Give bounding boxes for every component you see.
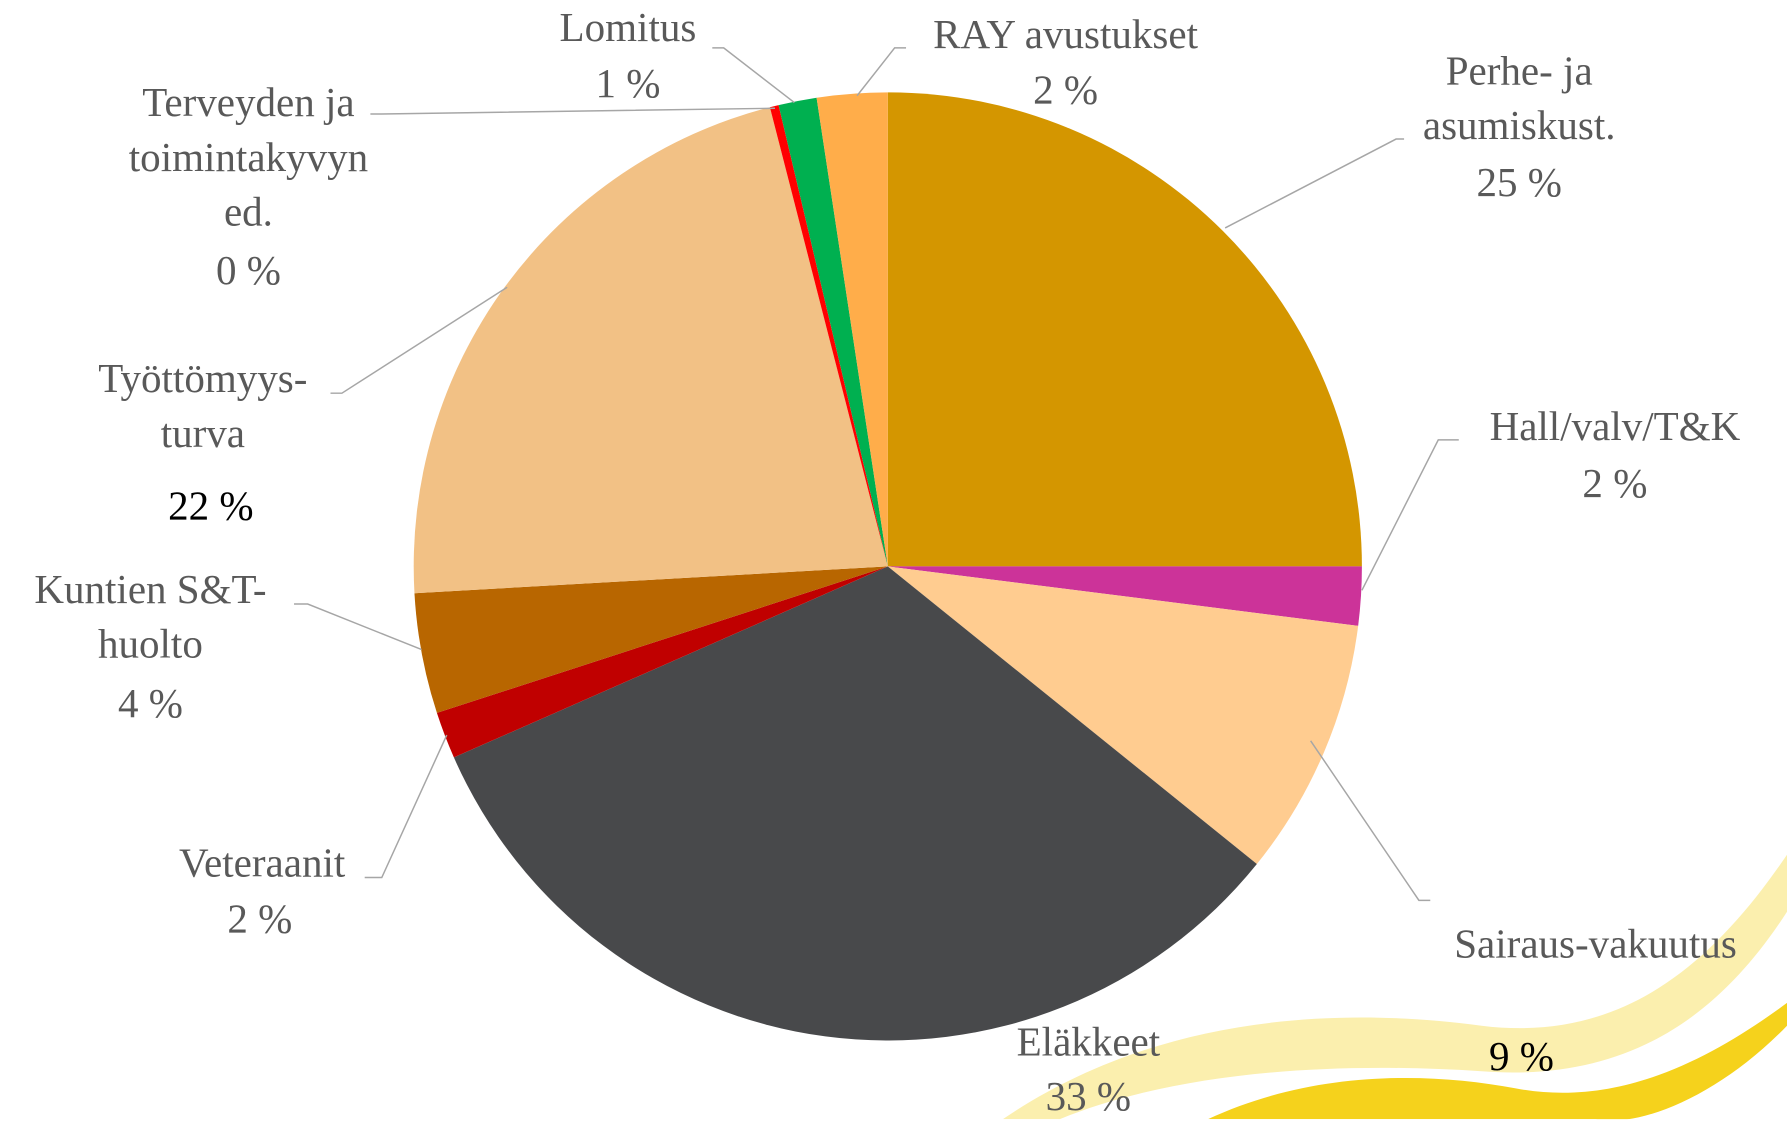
slice-label: Terveyden ja toimintakyvyn ed. [100, 75, 396, 239]
leader-line [712, 48, 794, 103]
leader-line [1362, 440, 1459, 590]
leader-line [365, 735, 447, 877]
value-label: 0 % [157, 243, 339, 298]
leader-line [1311, 741, 1431, 901]
value-label: 2 % [974, 63, 1156, 118]
slice-label: Kuntien S&T-huolto [8, 562, 293, 671]
value-label: 1 % [537, 56, 719, 111]
value-label: 9 % [1430, 1029, 1612, 1084]
value-label: 25 % [1428, 155, 1610, 210]
slice-label: Veteraanit [148, 835, 376, 890]
value-label: 33 % [997, 1069, 1179, 1124]
slice-label: Työttömyys-turva [77, 351, 328, 460]
page: Perhe- ja asumiskust.25 %Hall/valv/T&K2 … [0, 0, 1787, 1119]
pie-slice [888, 92, 1362, 566]
value-label: 2 % [1524, 456, 1706, 511]
value-label: 22 % [120, 479, 302, 534]
slice-label: RAY avustukset [895, 7, 1237, 62]
leader-line [1225, 139, 1404, 228]
slice-label: Eläkkeet [974, 1014, 1202, 1069]
slice-label: Lomitus [514, 0, 742, 55]
value-label: 2 % [169, 891, 351, 946]
slice-label: Perhe- ja asumiskust. [1382, 43, 1656, 152]
slice-label: Hall/valv/T&K [1444, 399, 1786, 454]
value-label: 4 % [59, 676, 241, 731]
chart: Perhe- ja asumiskust.25 %Hall/valv/T&K2 … [0, 0, 1787, 1119]
leader-line [294, 604, 422, 650]
slice-label: Sairaus-vakuutus [1413, 916, 1778, 971]
